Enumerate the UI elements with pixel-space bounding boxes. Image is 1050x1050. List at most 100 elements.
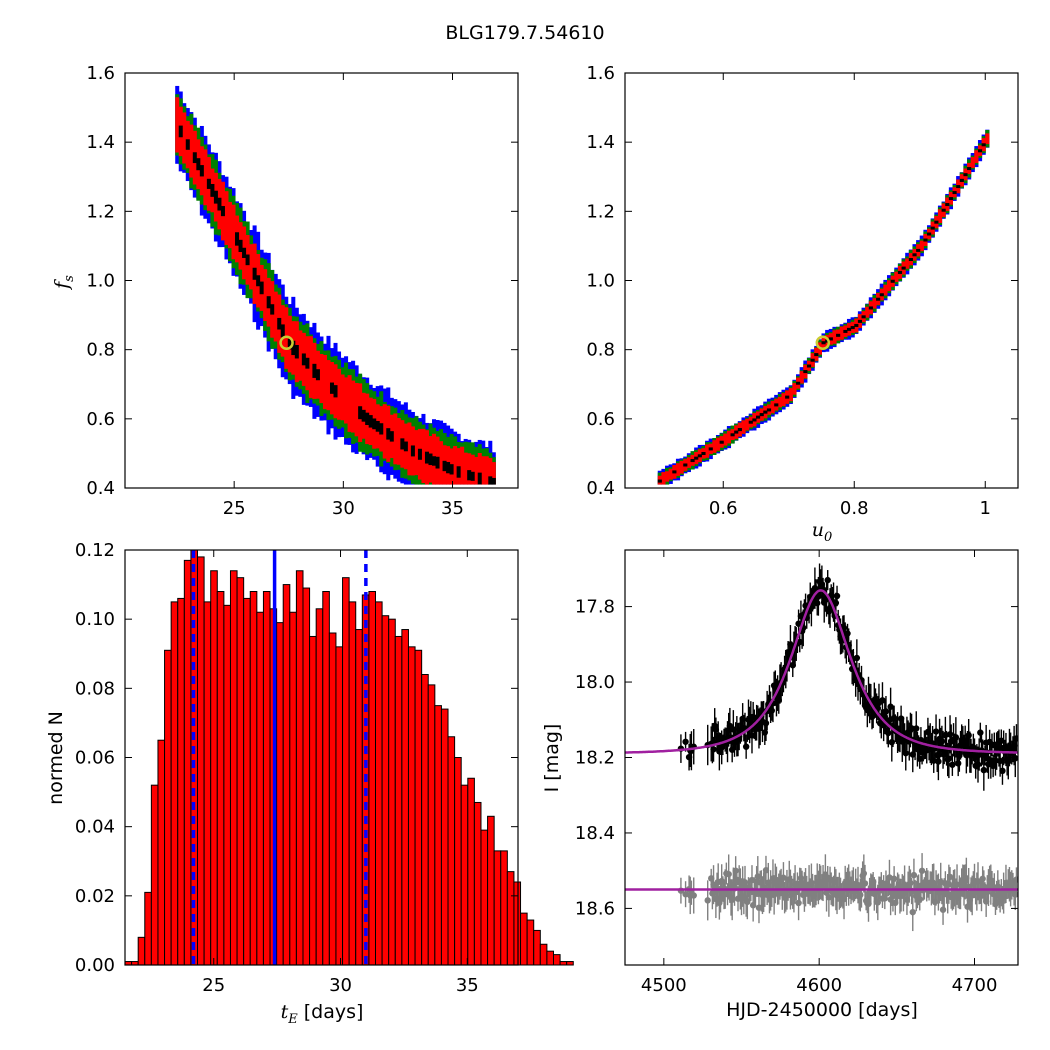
density-cell xyxy=(196,158,201,171)
density-cell xyxy=(203,149,208,206)
data-point xyxy=(987,757,995,764)
density-cell xyxy=(287,338,292,350)
hist-bar xyxy=(533,929,541,966)
density-cell xyxy=(417,448,422,460)
density-cell xyxy=(690,459,695,463)
residual-point xyxy=(907,879,914,887)
density-cell xyxy=(781,393,786,407)
density-cell xyxy=(697,454,702,458)
density-cell xyxy=(227,201,232,249)
density-cell xyxy=(796,381,801,385)
residual-point xyxy=(939,906,947,913)
y-tick-label: 0.04 xyxy=(75,817,115,838)
hist-bar xyxy=(460,784,469,966)
x-axis-label: HJD-2450000 [days] xyxy=(726,999,918,1021)
density-cell xyxy=(284,307,289,369)
density-cell xyxy=(220,206,225,217)
density-cell xyxy=(319,354,324,404)
density-cell xyxy=(774,403,779,407)
density-cell xyxy=(901,266,906,270)
residual-point xyxy=(861,880,869,887)
data-point xyxy=(882,708,890,715)
density-cell xyxy=(945,203,950,207)
label-rest: [days] xyxy=(298,1001,364,1023)
residual-point xyxy=(732,867,739,874)
hist-bar xyxy=(289,611,297,966)
density-cell xyxy=(315,369,320,381)
density-cell xyxy=(668,468,673,480)
x-tick-label: 0.8 xyxy=(840,498,869,519)
hist-bar xyxy=(434,705,442,966)
hist-bar xyxy=(309,635,317,966)
density-cell xyxy=(379,423,384,435)
density-cell xyxy=(326,360,331,411)
density-cell xyxy=(952,191,957,195)
hist-bar xyxy=(203,601,212,966)
density-cell xyxy=(723,433,728,446)
density-cell xyxy=(182,112,187,164)
density-cell xyxy=(930,226,935,230)
density-cell xyxy=(686,457,691,468)
axes-frame xyxy=(624,72,1019,489)
density-cell xyxy=(249,244,254,290)
data-point xyxy=(710,746,717,753)
density-cell xyxy=(484,456,489,485)
hist-bar xyxy=(421,674,429,966)
residual-point xyxy=(979,875,986,882)
data-point xyxy=(999,767,1006,775)
hist-bar xyxy=(256,611,264,966)
y-tick-label: 0.02 xyxy=(75,886,115,907)
density-cell xyxy=(224,191,229,245)
density-cell xyxy=(256,275,261,287)
density-cell xyxy=(333,385,338,398)
data-point xyxy=(938,738,946,745)
residual-point xyxy=(754,873,762,880)
density-cell xyxy=(312,363,317,378)
residual-point xyxy=(860,870,868,877)
density-cell xyxy=(273,291,278,342)
density-cell xyxy=(389,431,394,442)
density-cell xyxy=(843,329,848,333)
density-cell xyxy=(470,471,475,481)
density-cell xyxy=(912,253,917,257)
hist-bar xyxy=(335,646,344,966)
residual-point xyxy=(795,899,802,907)
density-cell xyxy=(897,270,903,274)
density-cell xyxy=(358,406,363,420)
density-cell xyxy=(238,239,243,253)
density-cell xyxy=(748,420,753,424)
density-cell xyxy=(199,165,204,177)
residual-point xyxy=(798,879,806,886)
density-cell xyxy=(861,315,866,319)
density-cell xyxy=(428,453,433,466)
hist-bar xyxy=(328,632,337,966)
density-cell xyxy=(887,280,892,292)
density-cell xyxy=(745,418,750,431)
density-cell xyxy=(857,319,863,323)
y-tick-label: 0.10 xyxy=(75,609,115,630)
hist-bar xyxy=(170,601,179,966)
hist-bar xyxy=(348,601,357,966)
data-point xyxy=(748,732,756,739)
data-point xyxy=(887,703,894,710)
hist-bar xyxy=(520,912,528,966)
density-cell xyxy=(985,133,990,145)
data-point xyxy=(954,760,962,767)
density-cell xyxy=(477,472,482,485)
hist-bar xyxy=(276,622,284,966)
density-cell xyxy=(294,344,299,359)
hist-bar xyxy=(210,570,218,966)
y-tick-label: 1.2 xyxy=(86,201,115,222)
label-symbol: f xyxy=(51,279,73,291)
density-cell xyxy=(235,232,240,246)
x-tick-label: 1 xyxy=(980,498,991,519)
hist-bar xyxy=(177,597,185,966)
label-symbol: t xyxy=(281,1001,289,1023)
density-cell xyxy=(393,413,398,465)
hist-bar xyxy=(315,608,324,966)
density-cell xyxy=(291,340,296,356)
residual-point xyxy=(857,891,864,899)
x-tick-label: 0.6 xyxy=(709,498,738,519)
hist-bar xyxy=(183,559,192,966)
